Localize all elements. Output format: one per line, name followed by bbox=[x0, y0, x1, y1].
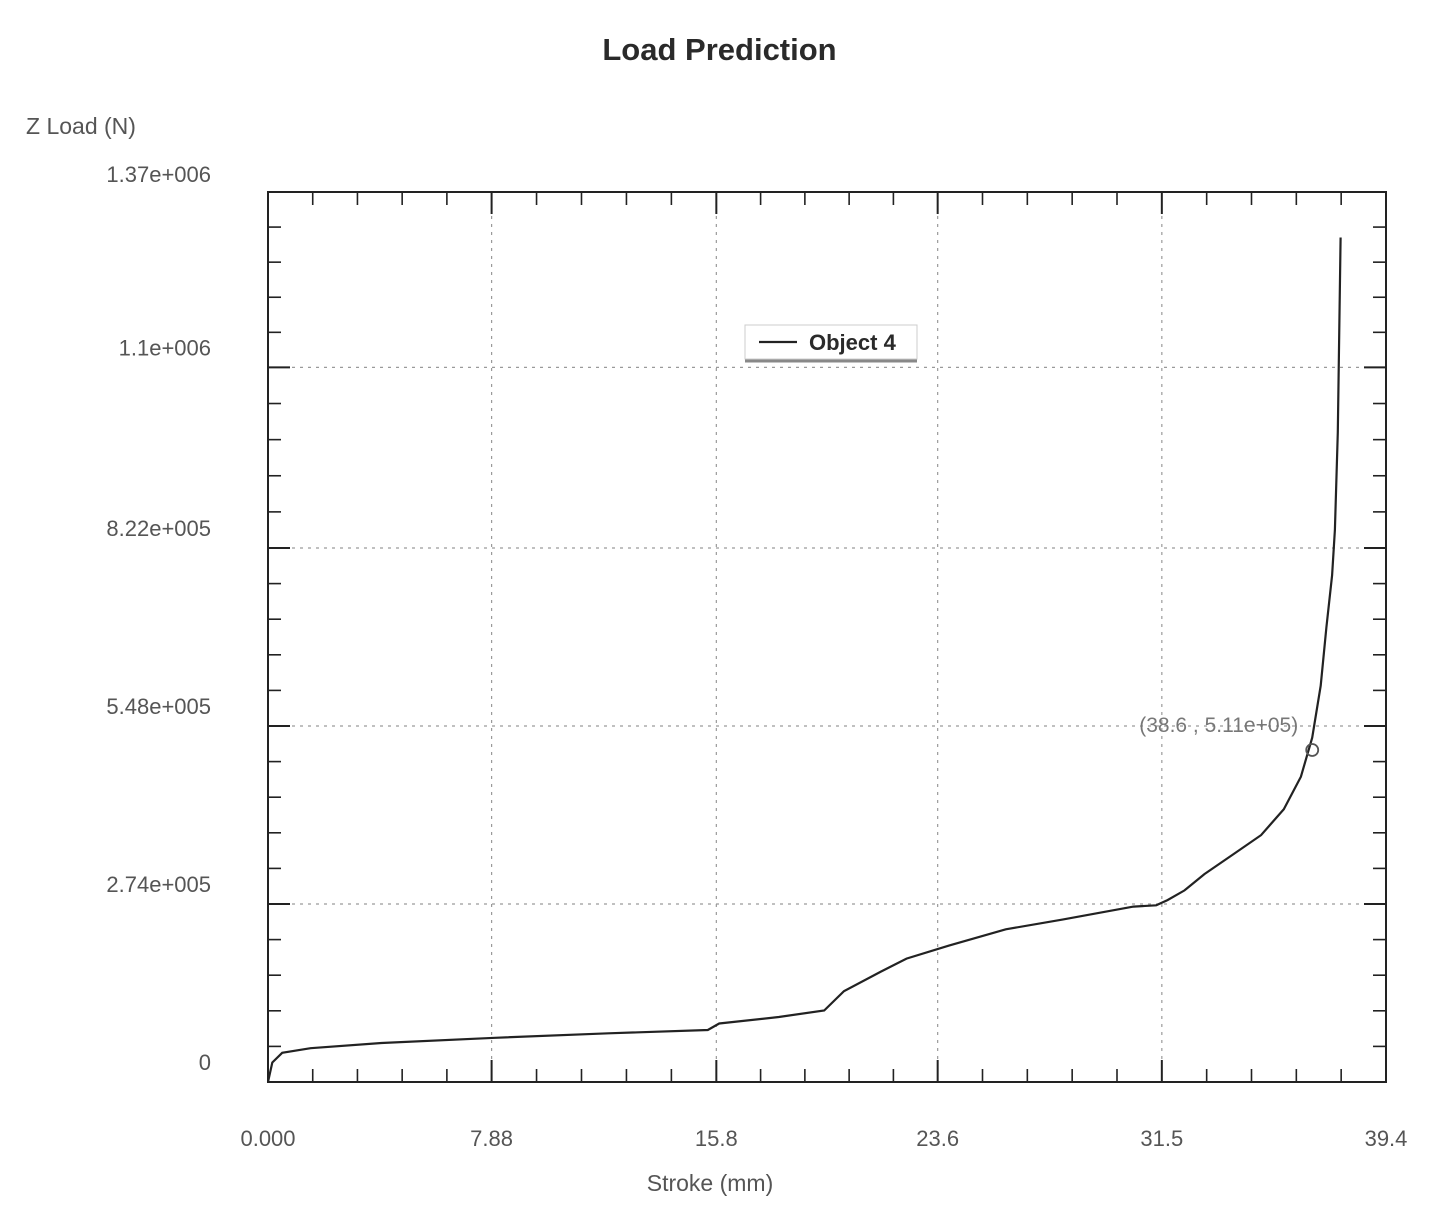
minor-tick-layer bbox=[268, 192, 1386, 1082]
chart-title: Load Prediction bbox=[602, 32, 837, 67]
x-tick-label: 15.8 bbox=[695, 1126, 738, 1151]
y-tick-label: 8.22e+005 bbox=[106, 516, 211, 541]
legend: Object 4 bbox=[744, 324, 918, 363]
y-tick-labels: 0 2.74e+005 5.48e+005 8.22e+005 1.1e+006 1.37… bbox=[106, 162, 211, 1075]
x-tick-label: 23.6 bbox=[916, 1126, 959, 1151]
y-tick-label: 1.37e+006 bbox=[106, 162, 211, 187]
grid-layer bbox=[268, 192, 1386, 1082]
y-tick-label: 1.1e+006 bbox=[119, 335, 211, 360]
annotation-label: (38.6 , 5.11e+05) bbox=[1139, 714, 1298, 737]
annotation-marker bbox=[1305, 743, 1320, 757]
plot-frame bbox=[267, 191, 1387, 1083]
y-tick-label: 5.48e+005 bbox=[106, 694, 211, 719]
x-tick-label: 7.88 bbox=[470, 1126, 513, 1151]
x-axis-label: Stroke (mm) bbox=[646, 1170, 774, 1196]
annotation-layer: (38.6 , 5.11e+05) bbox=[1139, 714, 1320, 757]
y-tick-label: 2.74e+005 bbox=[106, 872, 211, 897]
x-tick-labels: 0.000 7.88 15.8 23.6 31.5 39.4 bbox=[240, 1126, 1407, 1151]
y-axis-label: Z Load (N) bbox=[26, 113, 136, 139]
y-tick-label: 0 bbox=[199, 1050, 211, 1075]
series-line-object-4 bbox=[266, 237, 1342, 1083]
legend-label: Object 4 bbox=[809, 330, 897, 355]
x-tick-label: 31.5 bbox=[1140, 1126, 1183, 1151]
x-tick-label: 0.000 bbox=[240, 1126, 295, 1151]
x-tick-label: 39.4 bbox=[1365, 1126, 1408, 1151]
